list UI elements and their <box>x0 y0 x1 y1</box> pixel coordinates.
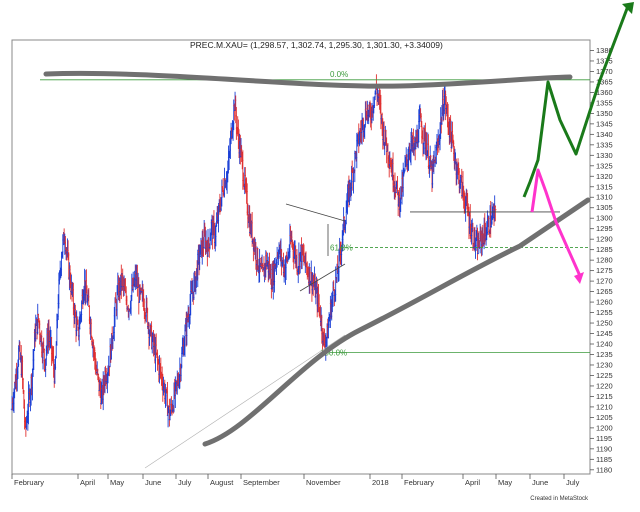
y-tick-label: 1300 <box>596 214 613 223</box>
y-tick-label: 1325 <box>596 161 613 170</box>
fib-level-label: 0.0% <box>330 70 348 79</box>
triangle-pattern <box>285 203 346 292</box>
y-tick-label: 1230 <box>596 360 613 369</box>
y-tick-label: 1310 <box>596 193 613 202</box>
annotations: 0.0% 61.8% 100.0% <box>40 2 634 469</box>
magenta-arrowhead-icon <box>574 272 584 284</box>
y-tick-label: 1345 <box>596 119 613 128</box>
y-tick-label: 1280 <box>596 256 613 265</box>
y-tick-label: 1185 <box>596 455 612 464</box>
fib-level-label: 61.8% <box>330 244 353 253</box>
y-tick-label: 1320 <box>596 172 613 181</box>
x-tick-label: July <box>566 478 580 487</box>
y-tick-label: 1220 <box>596 381 613 390</box>
green-forecast-arrow <box>522 5 630 198</box>
x-tick-label: August <box>210 478 234 487</box>
y-tick-label: 1180 <box>596 465 612 474</box>
y-tick-label: 1205 <box>596 413 613 422</box>
y-tick-label: 1190 <box>596 444 612 453</box>
y-tick-label: 1245 <box>596 329 613 338</box>
y-tick-label: 1270 <box>596 277 613 286</box>
y-tick-label: 1260 <box>596 298 613 307</box>
y-tick-label: 1255 <box>596 308 613 317</box>
chart-title: PREC.M.XAU= (1,298.57, 1,302.74, 1,295.3… <box>190 40 443 50</box>
y-tick-label: 1380 <box>596 46 613 55</box>
magenta-forecast-arrow <box>530 168 582 277</box>
x-tick-label: September <box>243 478 280 487</box>
y-tick-label: 1295 <box>596 224 613 233</box>
x-tick-label: February <box>404 478 434 487</box>
fib-level-label: 100.0% <box>320 348 347 357</box>
x-tick-label: May <box>498 478 512 487</box>
y-tick-label: 1240 <box>596 340 613 349</box>
y-tick-label: 1305 <box>596 203 613 212</box>
y-tick-label: 1285 <box>596 245 613 254</box>
x-tick-label: May <box>110 478 124 487</box>
y-tick-label: 1355 <box>596 98 613 107</box>
x-tick-label: June <box>532 478 548 487</box>
green-arrowhead-icon <box>622 2 634 14</box>
y-tick-label: 1225 <box>596 371 613 380</box>
resistance-curve <box>43 70 573 89</box>
x-tick-label: April <box>465 478 480 487</box>
y-tick-label: 1250 <box>596 319 613 328</box>
candles <box>10 74 497 437</box>
y-tick-label: 1290 <box>596 235 613 244</box>
y-tick-label: 1210 <box>596 402 613 411</box>
x-tick-label: February <box>14 478 44 487</box>
x-tick-label: 2018 <box>372 478 389 487</box>
y-tick-label: 1335 <box>596 140 613 149</box>
y-tick-label: 1365 <box>596 77 613 86</box>
y-tick-label: 1330 <box>596 151 613 160</box>
x-axis: February April May June July August September N… <box>11 473 590 487</box>
x-tick-label: April <box>80 478 95 487</box>
y-tick-label: 1275 <box>596 266 613 275</box>
x-tick-label: June <box>145 478 161 487</box>
thin-trendline <box>144 334 346 469</box>
y-tick-label: 1235 <box>596 350 613 359</box>
y-tick-label: 1200 <box>596 423 613 432</box>
y-tick-label: 1195 <box>596 434 612 443</box>
rising-trendline <box>202 197 591 447</box>
y-tick-label: 1215 <box>596 392 613 401</box>
credit-text: Created in MetaStock <box>530 496 589 502</box>
x-tick-label: November <box>306 478 341 487</box>
y-tick-label: 1350 <box>596 109 613 118</box>
y-tick-label: 1360 <box>596 88 613 97</box>
y-tick-label: 1375 <box>596 56 613 65</box>
y-tick-label: 1265 <box>596 287 613 296</box>
y-tick-label: 1315 <box>596 182 613 191</box>
x-tick-label: July <box>178 478 192 487</box>
y-tick-label: 1340 <box>596 130 613 139</box>
